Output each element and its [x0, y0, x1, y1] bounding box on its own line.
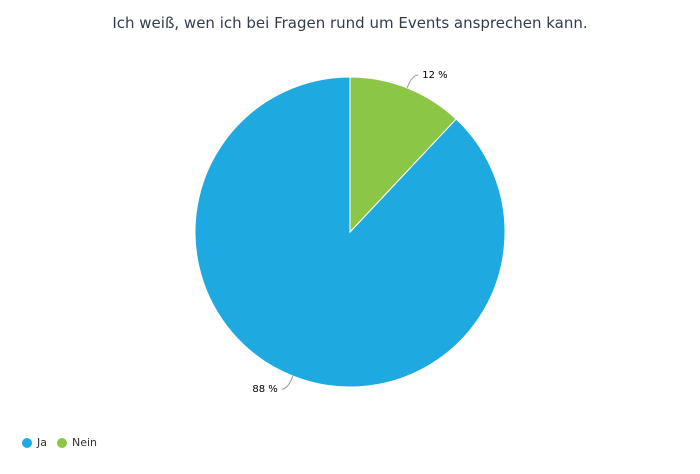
slice-labels: 88 % 12 % [252, 70, 447, 395]
pie-slices [194, 76, 506, 388]
legend-marker-ja [22, 437, 32, 448]
chart-title: Ich weiß, wen ich bei Fragen rund um Eve… [112, 14, 588, 32]
slice-label-nein: 12 % [422, 70, 447, 81]
legend-label-nein: Nein [72, 436, 98, 449]
legend-marker-nein [57, 437, 67, 448]
legend: Ja Nein [22, 436, 107, 449]
leader-line-nein [406, 74, 419, 89]
slice-label-ja: 88 % [252, 384, 277, 395]
leader-line-ja [281, 375, 294, 390]
legend-label-ja: Ja [37, 436, 47, 449]
slice-label-leaders [281, 74, 419, 390]
legend-item-ja[interactable]: Ja [22, 436, 47, 449]
legend-item-nein[interactable]: Nein [57, 436, 97, 449]
